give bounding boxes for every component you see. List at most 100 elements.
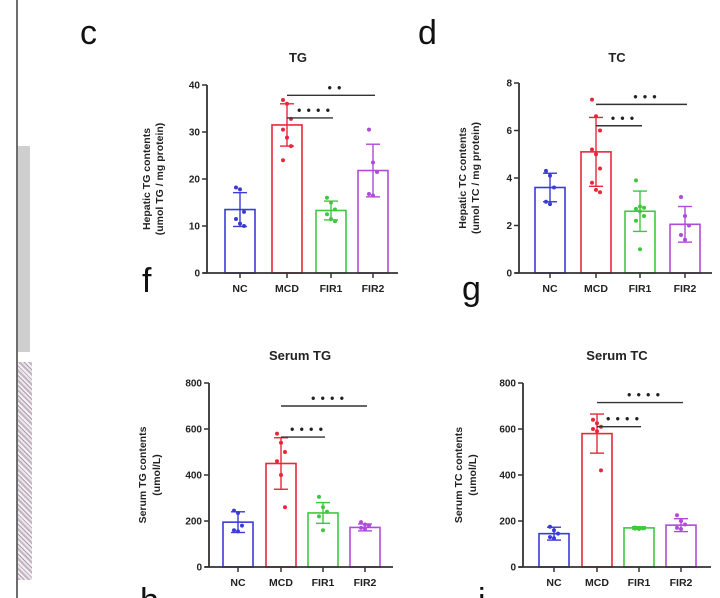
data-point-fir2 [363, 527, 367, 532]
data-point-nc [234, 185, 238, 190]
data-point-fir1 [638, 209, 642, 214]
y-axis-label-units: (umol/L) [151, 454, 163, 495]
chart-hepatic-tc: TC Hepatic TC contents (umol TC / mg prote… [457, 50, 712, 295]
y-tick-label: 4 [506, 174, 512, 185]
data-point-fir1 [637, 527, 641, 532]
y-tick-label: 200 [185, 517, 202, 528]
panel-letter-i: i [478, 582, 486, 598]
data-point-fir2 [371, 193, 375, 198]
data-point-mcd [289, 144, 293, 149]
y-tick-label: 200 [499, 517, 516, 528]
data-point-fir1 [321, 505, 325, 510]
data-point-nc [548, 173, 552, 178]
data-point-mcd [275, 459, 279, 464]
data-point-mcd [598, 128, 602, 133]
data-point-nc [236, 529, 240, 534]
data-point-nc [544, 199, 548, 204]
data-point-mcd [594, 187, 598, 192]
data-point-mcd [591, 417, 595, 422]
data-point-fir1 [329, 200, 333, 205]
x-tick-label-nc: NC [232, 283, 248, 295]
data-point-fir1 [333, 219, 337, 224]
data-point-nc [552, 536, 556, 541]
y-axis-label-units: (umol TC / mg protein) [470, 122, 482, 234]
data-point-fir1 [333, 207, 337, 212]
x-tick-label-fir2: FIR2 [354, 577, 377, 589]
data-point-fir2 [679, 233, 683, 237]
adjacent-figure-texture-strip [18, 362, 32, 580]
data-point-mcd [279, 440, 283, 445]
data-point-fir1 [642, 205, 646, 210]
y-tick-label: 400 [499, 471, 516, 482]
data-point-fir2 [679, 527, 683, 532]
y-tick-label: 30 [189, 128, 201, 139]
y-axis-label: Hepatic TC contents [457, 127, 469, 229]
significance-label: • • • • [297, 103, 331, 117]
y-tick-label: 800 [499, 379, 516, 390]
x-tick-label-mcd: MCD [584, 283, 608, 295]
data-point-mcd [591, 427, 595, 431]
data-point-mcd [595, 421, 599, 426]
bar-fir1 [623, 527, 655, 568]
data-point-mcd [590, 147, 594, 152]
data-point-fir1 [634, 206, 638, 211]
x-tick-label-mcd: MCD [269, 577, 293, 589]
data-point-mcd [285, 101, 289, 106]
data-point-mcd [283, 450, 287, 454]
data-point-nc [552, 528, 556, 533]
data-point-fir2 [367, 127, 371, 132]
significance-label: • • • • [311, 391, 345, 405]
y-tick-label: 0 [510, 563, 516, 574]
x-tick-label-nc: NC [542, 283, 558, 295]
data-point-fir1 [638, 204, 642, 209]
y-tick-label: 0 [194, 269, 200, 280]
data-point-mcd [281, 158, 285, 163]
y-tick-label: 40 [189, 81, 201, 92]
data-point-nc [236, 510, 240, 515]
data-point-nc [238, 221, 242, 226]
y-axis-label-units: (umol TG / mg protein) [154, 123, 166, 236]
y-tick-label: 10 [189, 222, 201, 233]
data-point-mcd [285, 135, 289, 140]
data-point-nc [232, 528, 236, 533]
x-tick-label-fir1: FIR1 [320, 283, 343, 295]
x-tick-label-fir2: FIR2 [674, 283, 697, 295]
data-point-nc [548, 535, 552, 540]
data-point-nc [544, 168, 548, 173]
y-tick-label: 600 [185, 425, 202, 436]
data-point-fir1 [642, 214, 646, 218]
data-point-fir2 [363, 522, 367, 527]
data-point-fir2 [687, 223, 691, 228]
data-point-fir1 [325, 212, 329, 217]
data-point-mcd [594, 114, 598, 119]
data-point-fir1 [641, 526, 645, 531]
chart-title: Serum TG [269, 348, 331, 363]
data-point-fir1 [638, 247, 642, 252]
y-tick-label: 800 [185, 379, 202, 390]
chart-hepatic-tg: TG Hepatic TG contents (umol TG / mg prote… [141, 50, 398, 295]
data-point-fir2 [375, 169, 379, 174]
data-point-fir2 [367, 192, 371, 197]
data-point-mcd [283, 505, 287, 510]
data-point-nc [548, 202, 552, 207]
data-point-fir1 [634, 218, 638, 223]
x-tick-label-fir1: FIR1 [628, 577, 651, 589]
x-tick-label-mcd: MCD [585, 577, 609, 589]
y-tick-label: 20 [189, 175, 201, 186]
data-point-fir1 [325, 509, 329, 514]
y-tick-label: 0 [506, 269, 512, 280]
data-point-fir2 [679, 519, 683, 523]
data-point-nc [242, 209, 246, 214]
data-point-mcd [281, 127, 285, 132]
y-axis-label-units: (umol/L) [467, 454, 479, 495]
significance-label: • • • • [290, 422, 324, 436]
data-point-fir2 [679, 195, 683, 199]
chart-serum-tc: Serum TC Serum TC contents (umol/L) NC MCD FI… [453, 348, 711, 589]
data-point-fir2 [675, 525, 679, 530]
page-left-border [16, 0, 18, 598]
data-point-fir2 [359, 525, 363, 530]
x-tick-label-nc: NC [546, 577, 562, 589]
data-point-fir2 [371, 160, 375, 165]
data-point-fir2 [683, 214, 687, 218]
panel-letter-f: f [142, 262, 152, 300]
